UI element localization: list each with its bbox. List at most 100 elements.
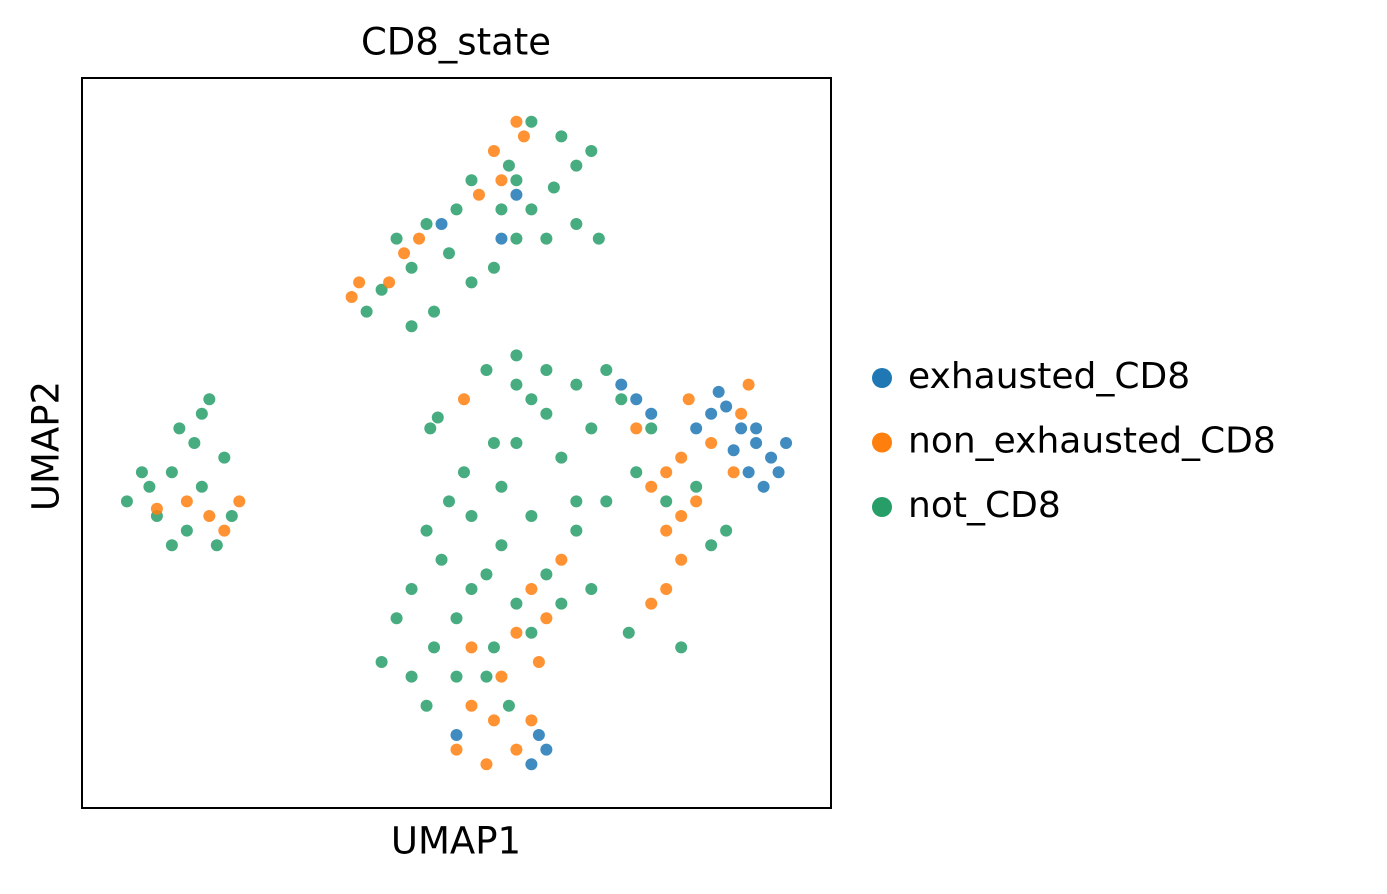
point bbox=[487, 641, 500, 654]
point bbox=[750, 422, 763, 435]
point bbox=[525, 758, 538, 771]
point bbox=[510, 743, 523, 756]
point bbox=[540, 407, 553, 420]
point bbox=[510, 378, 523, 391]
point bbox=[450, 729, 463, 741]
point bbox=[465, 641, 478, 654]
point bbox=[675, 553, 688, 566]
point bbox=[525, 203, 538, 216]
point bbox=[570, 524, 583, 537]
point bbox=[525, 510, 538, 522]
point bbox=[465, 276, 478, 289]
point bbox=[660, 466, 673, 479]
point bbox=[517, 130, 530, 143]
point bbox=[660, 524, 673, 537]
point bbox=[480, 364, 493, 376]
point bbox=[772, 466, 785, 479]
point bbox=[735, 422, 748, 435]
point bbox=[420, 218, 433, 230]
point bbox=[405, 583, 418, 595]
point bbox=[443, 247, 456, 260]
point bbox=[555, 130, 568, 143]
point bbox=[383, 276, 396, 289]
point bbox=[165, 466, 178, 479]
point bbox=[510, 188, 523, 201]
point bbox=[630, 466, 643, 479]
point bbox=[345, 291, 358, 303]
point bbox=[540, 612, 553, 625]
point bbox=[233, 495, 246, 508]
point bbox=[150, 502, 163, 515]
point bbox=[218, 524, 231, 537]
plot-frame bbox=[81, 77, 832, 809]
point bbox=[188, 437, 201, 449]
point bbox=[180, 495, 193, 508]
legend-label: exhausted_CD8 bbox=[908, 356, 1190, 397]
point bbox=[645, 407, 658, 420]
point bbox=[510, 437, 523, 449]
point bbox=[532, 729, 545, 741]
point bbox=[510, 597, 523, 610]
point bbox=[615, 393, 628, 406]
point bbox=[780, 437, 793, 449]
legend-marker bbox=[872, 432, 892, 453]
point bbox=[525, 714, 538, 727]
point bbox=[465, 583, 478, 595]
x-axis-label: UMAP1 bbox=[391, 820, 521, 863]
point bbox=[465, 699, 478, 712]
point bbox=[757, 480, 770, 493]
legend-marker bbox=[872, 368, 892, 388]
point bbox=[645, 597, 658, 610]
point bbox=[135, 466, 148, 479]
point bbox=[480, 758, 493, 771]
legend: exhausted_CD8 non_exhausted_CD8 not_CD8 bbox=[872, 356, 1276, 526]
point bbox=[675, 451, 688, 464]
point bbox=[487, 261, 500, 274]
point bbox=[360, 305, 373, 318]
point bbox=[420, 524, 433, 537]
point bbox=[570, 218, 583, 230]
point bbox=[472, 188, 485, 201]
point bbox=[592, 232, 605, 245]
point bbox=[195, 480, 208, 493]
point bbox=[450, 612, 463, 625]
point bbox=[705, 437, 718, 449]
point bbox=[405, 320, 418, 333]
point bbox=[540, 568, 553, 581]
legend-label: not_CD8 bbox=[908, 485, 1061, 526]
point bbox=[532, 656, 545, 668]
point bbox=[585, 145, 598, 157]
point bbox=[428, 305, 441, 318]
point bbox=[525, 393, 538, 406]
point bbox=[540, 743, 553, 756]
y-axis-label: UMAP2 bbox=[25, 381, 68, 511]
point bbox=[705, 407, 718, 420]
point bbox=[457, 393, 470, 406]
point bbox=[540, 364, 553, 376]
point bbox=[428, 641, 441, 654]
point bbox=[510, 349, 523, 362]
point bbox=[495, 670, 508, 683]
point bbox=[443, 495, 456, 508]
point bbox=[495, 232, 508, 245]
point bbox=[547, 181, 560, 194]
point bbox=[487, 437, 500, 449]
point bbox=[585, 422, 598, 435]
point bbox=[420, 699, 433, 712]
point bbox=[203, 393, 216, 406]
point bbox=[502, 159, 515, 172]
point bbox=[143, 480, 156, 493]
point bbox=[431, 411, 444, 424]
point bbox=[705, 539, 718, 552]
point bbox=[495, 203, 508, 216]
point bbox=[510, 232, 523, 245]
point bbox=[480, 568, 493, 581]
point bbox=[465, 510, 478, 522]
legend-marker bbox=[872, 497, 892, 517]
point bbox=[720, 524, 733, 537]
point bbox=[570, 495, 583, 508]
point bbox=[615, 378, 628, 391]
point bbox=[660, 583, 673, 595]
point bbox=[225, 510, 238, 522]
point bbox=[405, 261, 418, 274]
